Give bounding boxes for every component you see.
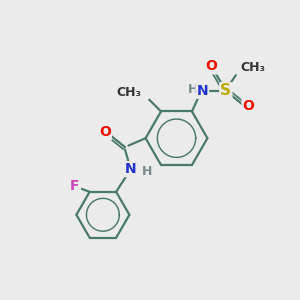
Text: H: H [188, 83, 199, 96]
Text: CH₃: CH₃ [241, 61, 266, 74]
Text: O: O [205, 59, 217, 74]
Text: F: F [70, 179, 80, 193]
Text: O: O [99, 125, 111, 139]
Text: H: H [142, 165, 152, 178]
Text: O: O [243, 99, 254, 113]
Text: S: S [220, 83, 231, 98]
Text: N: N [196, 84, 208, 98]
Text: CH₃: CH₃ [116, 86, 141, 99]
Text: N: N [125, 162, 137, 176]
